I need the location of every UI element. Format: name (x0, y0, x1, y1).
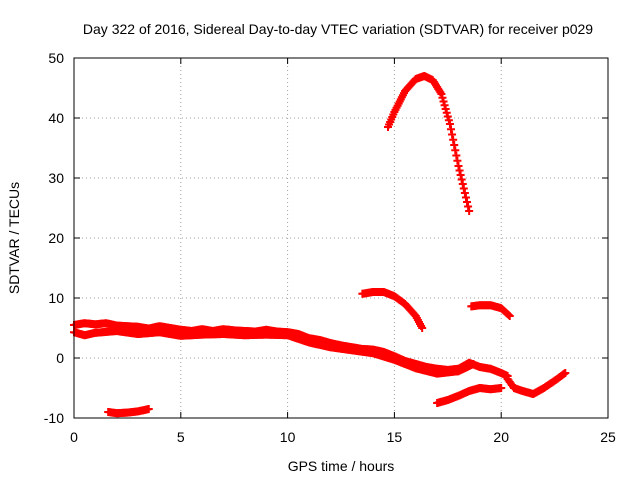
data-point (447, 125, 456, 134)
data-point (469, 360, 478, 368)
data-point (505, 312, 514, 320)
data-point (463, 198, 472, 206)
axis-ticks: 0 5 10 15 20 25 -10 0 10 20 30 40 50 (44, 50, 616, 445)
data-series (467, 301, 514, 320)
data-point (458, 180, 467, 188)
data-series (104, 405, 153, 418)
data-point (455, 166, 464, 175)
y-axis-label: SDTVAR / TECUs (6, 182, 22, 294)
data-point (445, 120, 454, 128)
data-point (453, 156, 462, 165)
y-tick-label: 30 (48, 170, 64, 186)
data-point (465, 207, 474, 215)
data-point (443, 112, 452, 121)
data-point (442, 108, 451, 117)
data-point (450, 141, 459, 149)
data-point (418, 324, 427, 332)
x-tick-label: 10 (280, 429, 296, 445)
data-point (460, 189, 469, 197)
x-tick-label: 0 (70, 429, 78, 445)
data-point (459, 184, 468, 193)
x-axis-label: GPS time / hours (288, 458, 395, 474)
data-markers (70, 72, 570, 418)
y-tick-label: 40 (48, 110, 64, 126)
data-point (454, 162, 463, 170)
data-point (144, 405, 153, 413)
data-point (438, 93, 447, 102)
data-point (441, 105, 450, 113)
x-tick-label: 20 (493, 429, 509, 445)
x-tick-label: 25 (600, 429, 616, 445)
y-tick-label: 10 (48, 290, 64, 306)
data-series (503, 369, 570, 398)
data-point (451, 146, 460, 155)
data-series (358, 288, 427, 332)
data-point (437, 90, 446, 98)
y-tick-label: 0 (56, 350, 64, 366)
data-point (461, 193, 470, 202)
data-point (440, 101, 449, 110)
data-point (497, 384, 506, 392)
data-point (464, 202, 473, 211)
data-series (70, 327, 478, 378)
y-tick-label: 20 (48, 230, 64, 246)
data-series (383, 72, 474, 215)
data-point (448, 130, 457, 139)
data-point (452, 151, 461, 160)
data-series (433, 384, 506, 407)
grid-lines (74, 58, 608, 418)
data-point (456, 171, 465, 179)
y-tick-label: 50 (48, 50, 64, 66)
x-tick-label: 15 (387, 429, 403, 445)
data-point (444, 116, 453, 125)
chart-title: Day 322 of 2016, Sidereal Day-to-day VTE… (83, 21, 593, 37)
x-tick-label: 5 (177, 429, 185, 445)
y-tick-label: -10 (44, 410, 64, 426)
data-point (561, 369, 570, 377)
data-point (439, 97, 448, 106)
data-point (457, 175, 466, 184)
data-point (449, 135, 458, 144)
